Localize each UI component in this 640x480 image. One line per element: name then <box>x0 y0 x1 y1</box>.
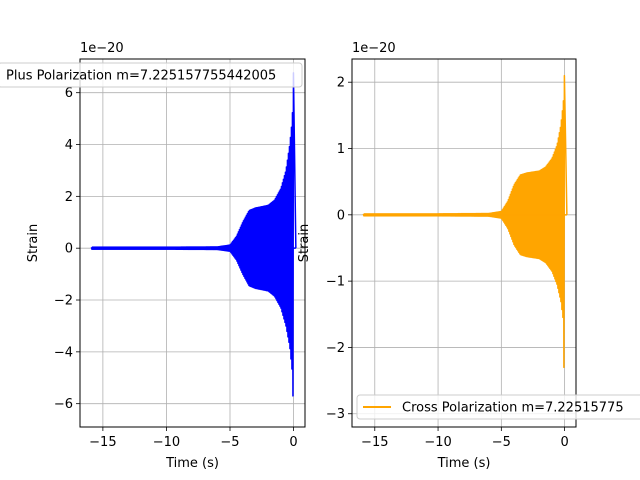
legend-entry-cross: Cross Polarization m=7.22515775 <box>402 401 624 416</box>
x-tick-label: 0 <box>289 435 297 450</box>
y-tick-label: −4 <box>54 345 73 360</box>
axes-frame <box>79 58 306 428</box>
y-axis-label: Strain <box>297 224 312 263</box>
y-tick-label: −1 <box>326 275 345 290</box>
y-tick-label: −6 <box>54 397 73 412</box>
tick-marks: −15 −10 −5 0 −6 −4 −2 0 2 4 6 <box>54 86 298 450</box>
x-tick-label: −15 <box>89 435 116 450</box>
y-tick-label: −2 <box>54 294 73 309</box>
x-tick-label: −10 <box>424 435 451 450</box>
legend: Cross Polarization m=7.22515775 <box>356 394 640 420</box>
y-tick-label: 0 <box>337 208 345 223</box>
y-offset-label: 1e−20 <box>80 41 124 56</box>
x-tick-label: −15 <box>361 435 388 450</box>
plus-polarization-axes: −15 −10 −5 0 −6 −4 −2 0 2 4 6 1e−20 Time (s) Strai… <box>0 41 306 471</box>
x-tick-label: −10 <box>153 435 180 450</box>
y-tick-label: 6 <box>65 86 73 101</box>
y-tick-label: −2 <box>326 341 345 356</box>
y-tick-label: 1 <box>337 142 345 157</box>
x-tick-label: −5 <box>220 435 239 450</box>
axes-frame <box>351 58 577 428</box>
y-tick-label: 2 <box>337 76 345 91</box>
y-tick-label: 4 <box>65 138 73 153</box>
legend-box <box>356 394 640 420</box>
y-tick-label: 2 <box>65 190 73 205</box>
plot-area <box>90 72 297 397</box>
legend-box <box>0 62 303 88</box>
x-tick-label: 0 <box>560 435 568 450</box>
y-offset-label: 1e−20 <box>352 41 396 56</box>
x-axis-label: Time (s) <box>165 456 219 471</box>
y-tick-label: −3 <box>326 407 345 422</box>
y-tick-label: 0 <box>65 242 73 257</box>
plot-area <box>362 74 568 369</box>
x-axis-label: Time (s) <box>437 456 491 471</box>
legend-entry-plus: Plus Polarization m=7.225157755442005 <box>6 69 276 84</box>
x-tick-label: −5 <box>492 435 511 450</box>
legend: Plus Polarization m=7.225157755442005 <box>0 62 303 88</box>
y-axis-label: Strain <box>26 224 41 263</box>
